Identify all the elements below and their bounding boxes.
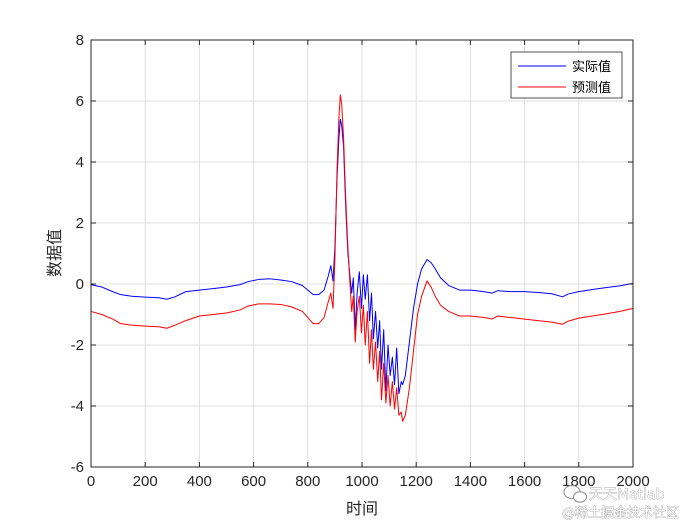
x-tick-label: 1000 <box>345 473 378 490</box>
x-tick-label: 1400 <box>454 473 487 490</box>
y-tick-label: 6 <box>76 93 84 110</box>
y-axis-label: 数据值 <box>45 229 64 277</box>
watermark-line1: 天天Matlab <box>589 487 665 503</box>
x-tick-label: 0 <box>87 473 95 490</box>
legend-label-actual: 实际值 <box>572 59 611 75</box>
legend: 实际值 预测值 <box>510 51 623 99</box>
watermark-line2: @稀土掘金技术社区 <box>562 505 679 521</box>
y-tick-label: -6 <box>71 459 84 476</box>
x-tick-label: 1600 <box>508 473 541 490</box>
series-line-predicted <box>90 94 634 422</box>
y-tick-label: -4 <box>71 398 84 415</box>
wechat-icon <box>563 485 587 503</box>
y-tick-label: -2 <box>71 337 84 354</box>
x-tick-label: 600 <box>241 473 266 490</box>
series-layer <box>90 94 634 422</box>
x-tick-label: 2000 <box>616 473 649 490</box>
x-axis-label: 时间 <box>346 499 378 518</box>
x-tick-label: 800 <box>295 473 320 490</box>
legend-box <box>510 51 623 99</box>
x-tick-label: 200 <box>133 473 158 490</box>
y-tick-label: 8 <box>76 32 84 49</box>
y-tick-label: 4 <box>76 154 84 171</box>
series-line-actual <box>90 118 634 395</box>
y-tick-label: 2 <box>76 215 84 232</box>
watermark: 天天Matlab @稀土掘金技术社区 <box>562 485 679 521</box>
x-tick-label: 400 <box>187 473 212 490</box>
legend-label-predicted: 预测值 <box>572 80 611 96</box>
y-tick-label: 0 <box>76 276 84 293</box>
x-tick-label: 1200 <box>400 473 433 490</box>
